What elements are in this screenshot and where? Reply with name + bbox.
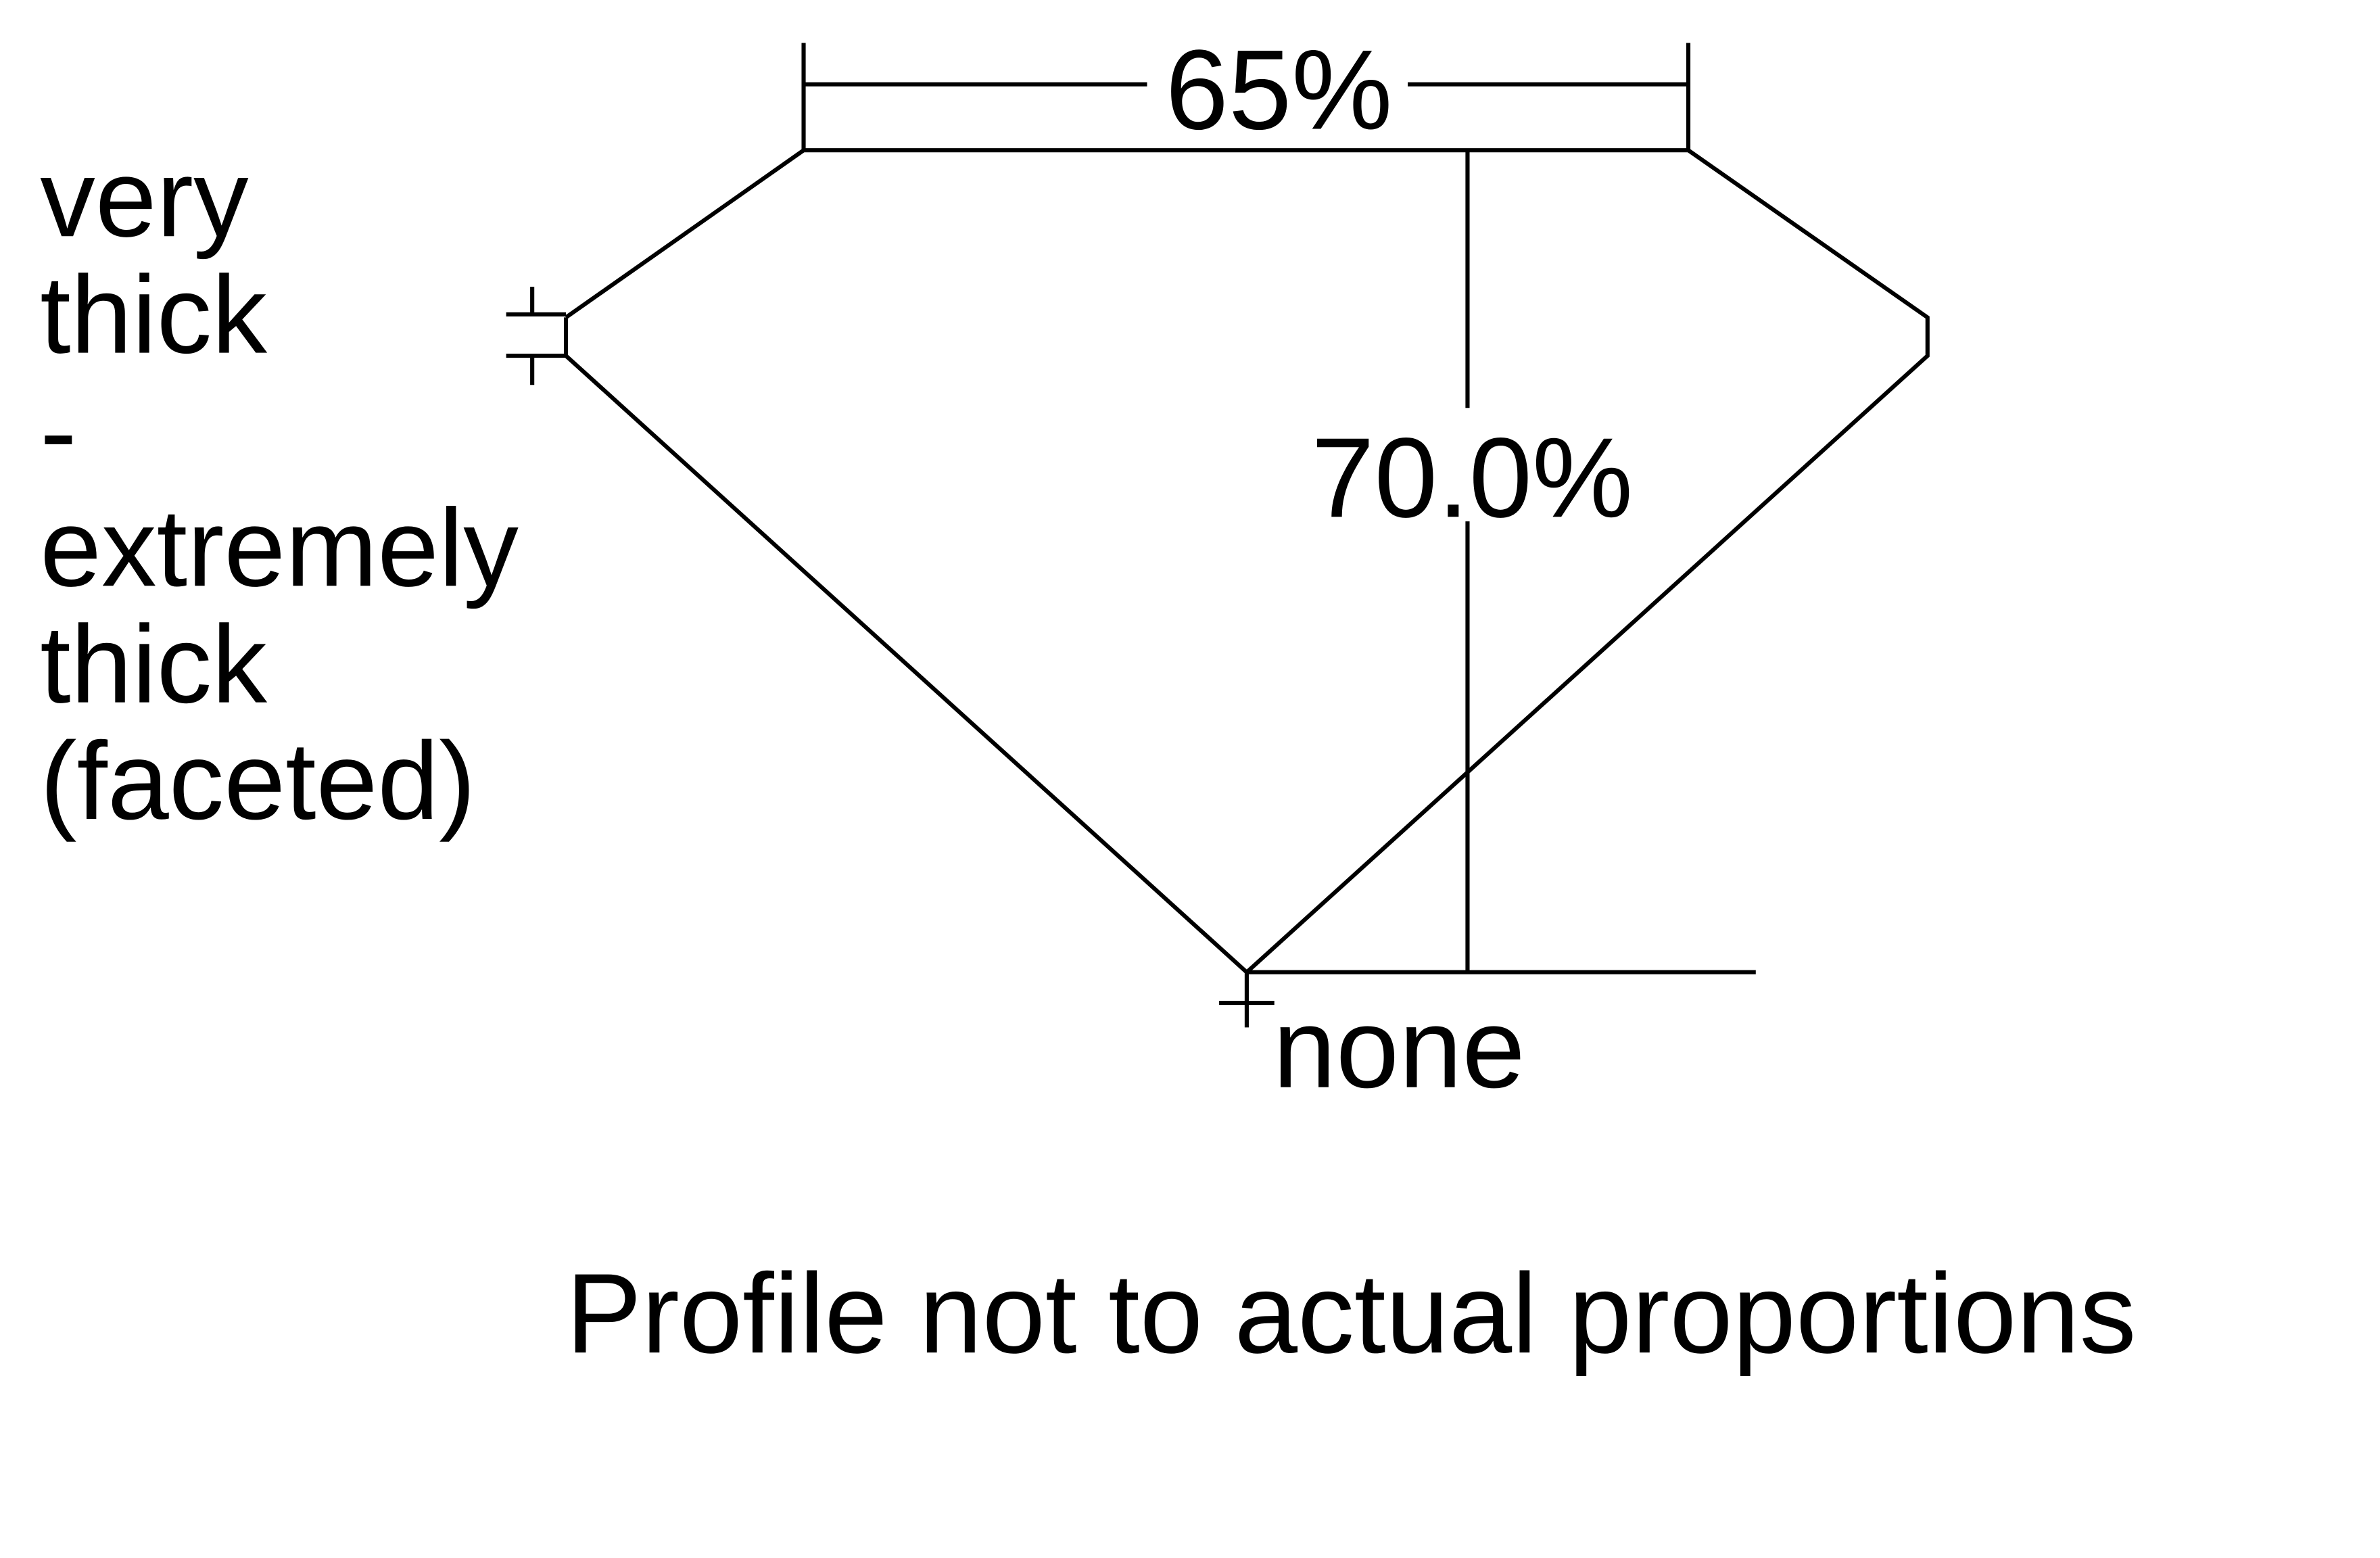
depth-dimension: 70.0% <box>1246 150 1756 974</box>
table-percent-label: 65% <box>1166 26 1393 153</box>
diamond-outline <box>563 148 1930 975</box>
girdle-line-4: extremely <box>40 486 519 609</box>
girdle-line-3: - <box>40 369 76 493</box>
girdle-description: very thick - extremely thick (faceted) <box>40 136 519 843</box>
table-dimension: 65% <box>801 26 1691 153</box>
culet-mark: none <box>1219 972 1525 1112</box>
depth-percent-label: 70.0% <box>1311 414 1633 541</box>
girdle-line-5: thick <box>40 603 267 726</box>
girdle-marks <box>506 287 567 385</box>
footnote: Profile not to actual proportions <box>566 1250 2137 1377</box>
girdle-line-2: thick <box>40 253 267 377</box>
girdle-line-1: very <box>40 136 249 260</box>
culet-label: none <box>1272 985 1525 1112</box>
girdle-line-6: (faceted) <box>40 719 475 843</box>
